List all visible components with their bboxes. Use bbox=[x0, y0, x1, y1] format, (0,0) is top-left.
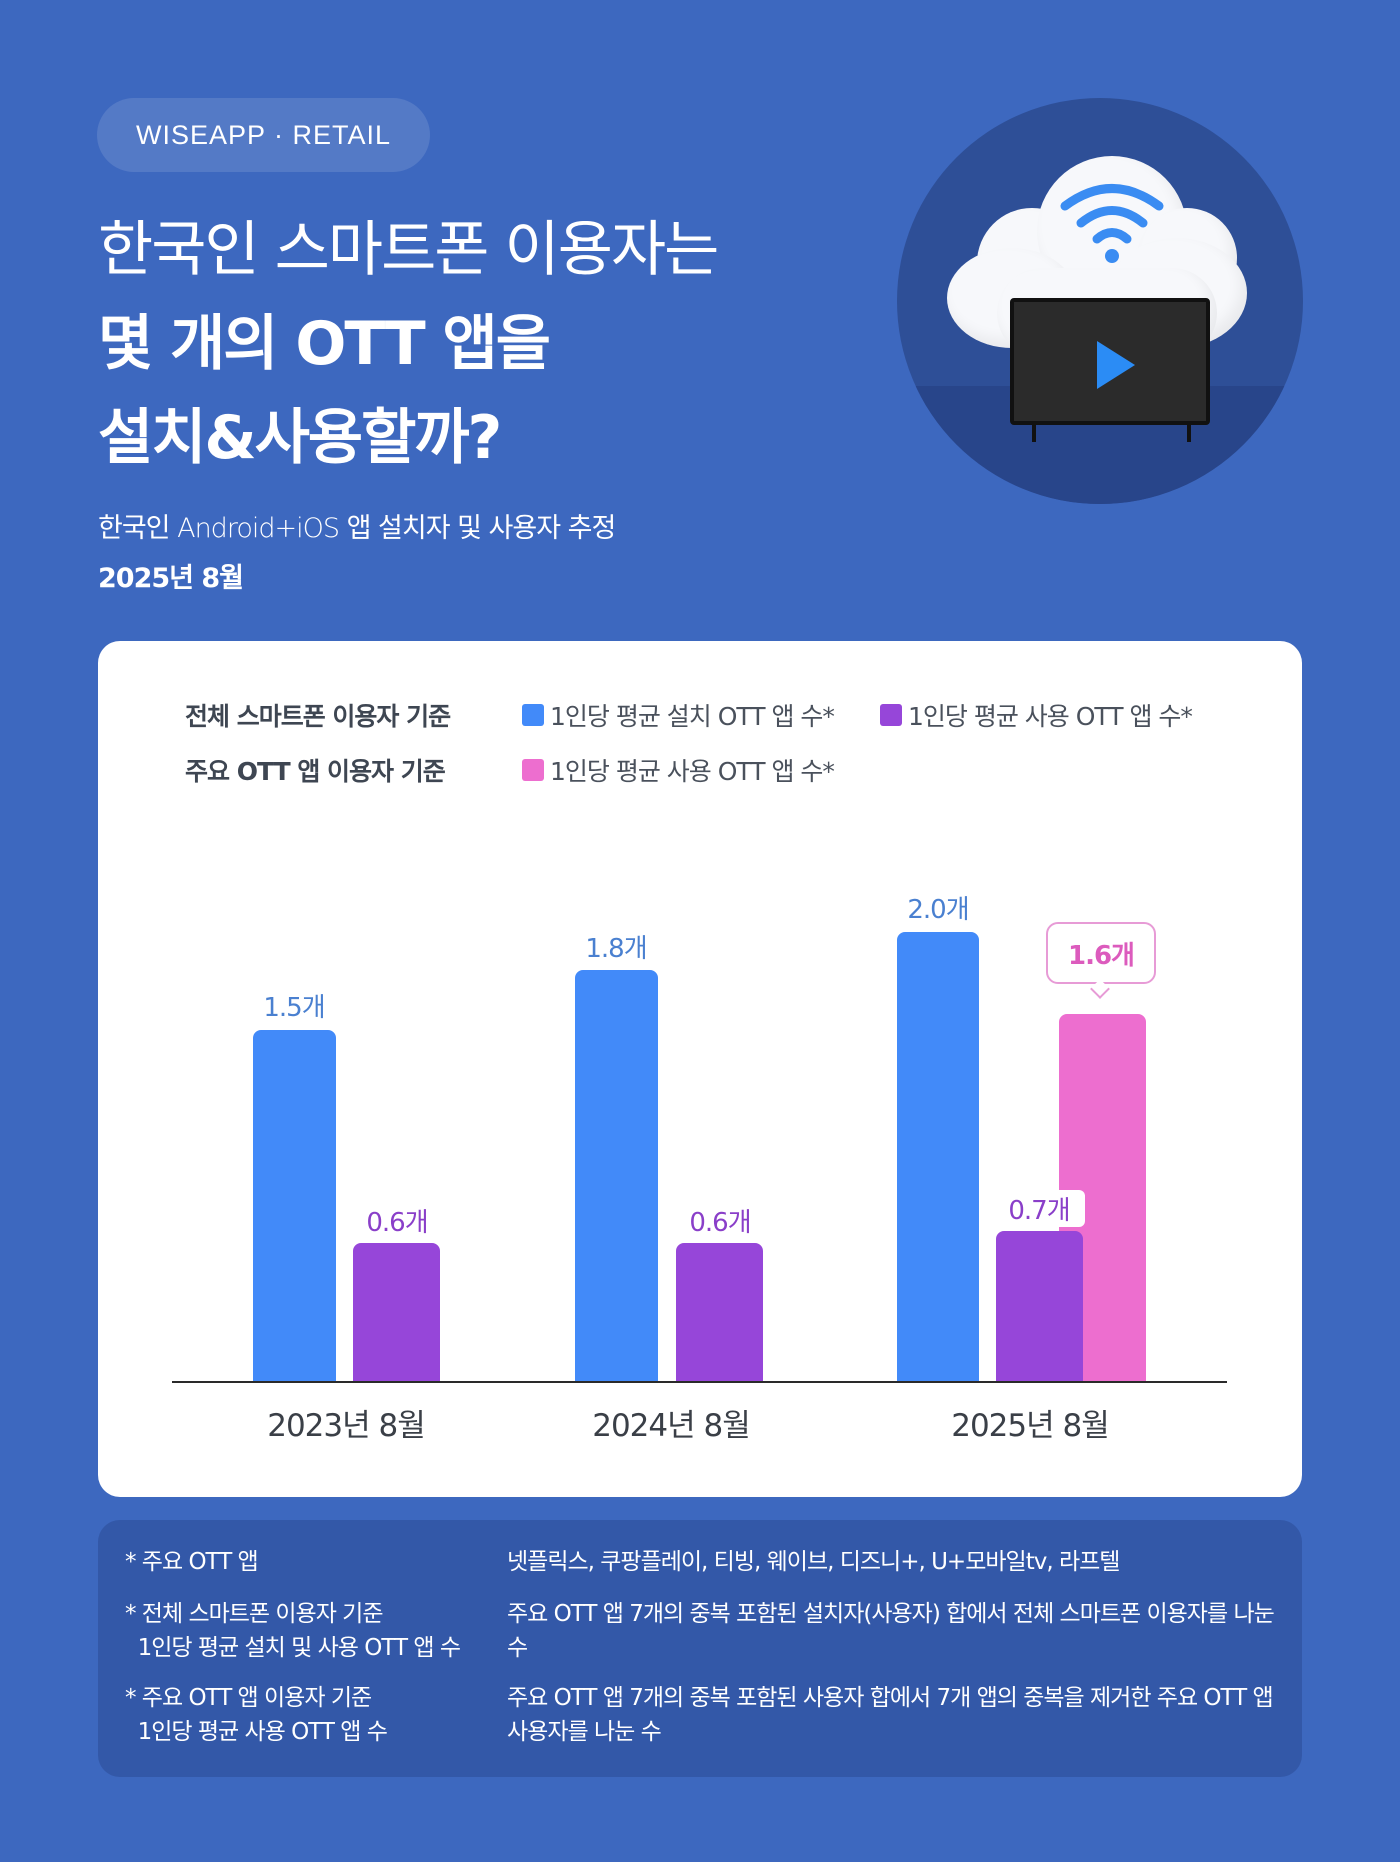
legend-group-all-users: 전체 스마트폰 이용자 기준 bbox=[185, 702, 451, 731]
illustration-circle bbox=[897, 98, 1303, 504]
footnote-key: * 주요 OTT 앱 bbox=[125, 1549, 259, 1575]
bar-2025-installed bbox=[897, 932, 979, 1382]
tv-leg-left bbox=[1032, 424, 1036, 442]
page-title-line-1: 한국인 스마트폰 이용자는 bbox=[98, 215, 719, 285]
footnote-value: 넷플릭스, 쿠팡플레이, 티빙, 웨이브, 디즈니+, U+모바일tv, 라프텔 bbox=[507, 1549, 1120, 1575]
report-date: 2025년 8월 bbox=[98, 563, 244, 594]
legend-label: 1인당 평균 사용 OTT 앱 수* bbox=[550, 757, 835, 786]
brand-badge-label: WISEAPP · RETAIL bbox=[135, 119, 392, 150]
legend-label: 1인당 평균 설치 OTT 앱 수* bbox=[550, 702, 835, 731]
legend-item-used-all: 1인당 평균 사용 OTT 앱 수* bbox=[880, 697, 1193, 733]
page-title-line-2: 몇 개의 OTT 앱을 bbox=[98, 309, 551, 379]
x-tick-label: 2025년 8월 bbox=[951, 1408, 1110, 1444]
value-label: 0.6개 bbox=[689, 1208, 751, 1238]
footnote-value: 주요 OTT 앱 7개의 중복 포함된 사용자 합에서 7개 앱의 중복을 제거… bbox=[507, 1685, 1274, 1745]
footnote-key: * 전체 스마트폰 이용자 기준 1인당 평균 설치 및 사용 OTT 앱 수 bbox=[125, 1601, 461, 1661]
tv-icon bbox=[1010, 298, 1210, 425]
footnote-value: 주요 OTT 앱 7개의 중복 포함된 설치자(사용자) 합에서 전체 스마트폰… bbox=[507, 1601, 1275, 1661]
value-label: 1.8개 bbox=[585, 934, 647, 964]
legend-item-installed: 1인당 평균 설치 OTT 앱 수* bbox=[522, 697, 835, 733]
legend-group-ott-users: 주요 OTT 앱 이용자 기준 bbox=[185, 757, 446, 786]
x-axis-line bbox=[172, 1381, 1227, 1383]
subtitle: 한국인 Android+iOS 앱 설치자 및 사용자 추정 bbox=[98, 513, 616, 544]
legend-label: 1인당 평균 사용 OTT 앱 수* bbox=[908, 702, 1193, 731]
bar-2024-installed bbox=[575, 970, 658, 1382]
bar-2023-installed bbox=[253, 1030, 336, 1382]
wifi-icon bbox=[1060, 184, 1164, 263]
value-label: 1.6개 bbox=[1068, 940, 1135, 971]
value-label: 0.6개 bbox=[366, 1208, 428, 1238]
x-tick-label: 2024년 8월 bbox=[592, 1408, 751, 1444]
value-label: 1.5개 bbox=[263, 993, 325, 1023]
x-tick-label: 2023년 8월 bbox=[267, 1408, 426, 1444]
legend-swatch-blue bbox=[522, 704, 544, 726]
value-label: 0.7개 bbox=[993, 1190, 1085, 1227]
footnote-key: * 주요 OTT 앱 이용자 기준 1인당 평균 사용 OTT 앱 수 bbox=[125, 1685, 388, 1745]
highlight-bubble: 1.6개 bbox=[1046, 922, 1156, 984]
legend-swatch-purple bbox=[880, 704, 902, 726]
play-icon bbox=[1097, 341, 1135, 389]
brand-badge: WISEAPP · RETAIL bbox=[97, 98, 430, 172]
legend-item-used-ott: 1인당 평균 사용 OTT 앱 수* bbox=[522, 752, 835, 788]
legend-swatch-pink bbox=[522, 759, 544, 781]
page-title-line-3: 설치&사용할까? bbox=[98, 403, 502, 473]
bar-2025-used bbox=[996, 1231, 1083, 1382]
value-label: 2.0개 bbox=[907, 895, 969, 925]
bar-2023-used bbox=[353, 1243, 440, 1382]
footnotes-panel bbox=[98, 1520, 1302, 1777]
bar-2024-used bbox=[676, 1243, 763, 1382]
tv-leg-right bbox=[1187, 424, 1191, 442]
